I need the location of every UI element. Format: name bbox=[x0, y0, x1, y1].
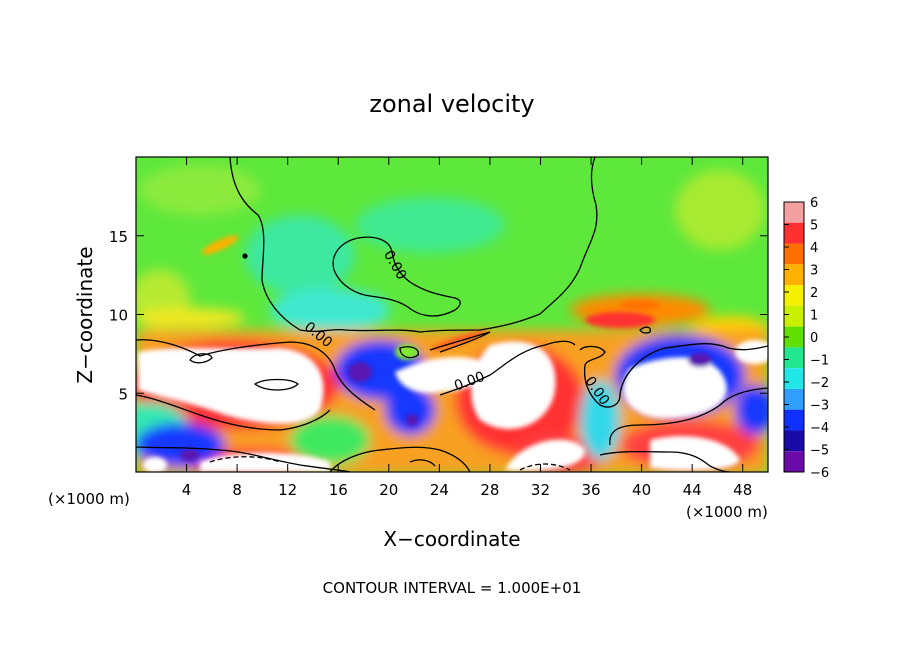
colorbar-swatch bbox=[784, 264, 804, 286]
colorbar-tick-label: 4 bbox=[810, 241, 818, 256]
colorbar-tick-label: −4 bbox=[810, 421, 829, 436]
colorbar-tick-label: 3 bbox=[810, 264, 818, 279]
x-tick-label: 24 bbox=[430, 481, 449, 499]
x-tick-label: 32 bbox=[531, 481, 550, 499]
colorbar-tick-label: −1 bbox=[810, 354, 829, 369]
heatmap-field bbox=[136, 157, 768, 472]
colorbar-swatch bbox=[784, 388, 804, 410]
x-tick-label: 12 bbox=[278, 481, 297, 499]
chart-title: zonal velocity bbox=[369, 90, 534, 118]
colorbar-swatch bbox=[784, 409, 804, 431]
x-unit-left: (×1000 m) bbox=[48, 490, 130, 508]
x-axis-title: X−coordinate bbox=[383, 527, 520, 551]
x-tick-label: 20 bbox=[379, 481, 398, 499]
colorbar-tick-label: 2 bbox=[810, 286, 818, 301]
colorbar-tick-label: −5 bbox=[810, 444, 829, 459]
colorbar-swatch bbox=[784, 285, 804, 306]
x-axis: 4 8 12 16 20 24 28 32 36 40 44 48 bbox=[182, 157, 752, 499]
colorbar-tick-label: −6 bbox=[810, 466, 829, 481]
colorbar-swatch bbox=[784, 368, 804, 389]
x-tick-label: 16 bbox=[329, 481, 348, 499]
colorbar-swatch bbox=[784, 326, 804, 348]
colorbar-tick-label: 6 bbox=[810, 196, 818, 211]
colorbar-swatch bbox=[784, 430, 804, 452]
x-tick-label: 28 bbox=[480, 481, 499, 499]
colorbar-swatch bbox=[784, 347, 804, 369]
x-tick-label: 48 bbox=[733, 481, 752, 499]
colorbar-tick-label: 0 bbox=[810, 331, 818, 346]
y-axis: 5 10 15 bbox=[109, 228, 768, 403]
colorbar-tick-label: 5 bbox=[810, 219, 818, 234]
colorbar-tick-label: −2 bbox=[810, 376, 829, 391]
x-unit-right: (×1000 m) bbox=[686, 503, 768, 521]
x-tick-label: 4 bbox=[182, 481, 192, 499]
y-axis-title: Z−coordinate bbox=[73, 246, 97, 383]
x-tick-label: 40 bbox=[632, 481, 651, 499]
colorbar-swatch bbox=[784, 243, 804, 265]
contour-interval-note: CONTOUR INTERVAL = 1.000E+01 bbox=[323, 579, 582, 597]
colorbar-swatch bbox=[784, 202, 804, 223]
colorbar: 6 5 4 3 2 1 0 −1 −2 −3 −4 −5 −6 bbox=[783, 196, 829, 481]
y-tick-label: 15 bbox=[109, 228, 128, 246]
colorbar-tick-label: 1 bbox=[810, 309, 818, 324]
x-tick-label: 8 bbox=[232, 481, 242, 499]
colorbar-swatch bbox=[784, 305, 804, 327]
colorbar-swatch bbox=[784, 451, 804, 472]
y-tick-label: 5 bbox=[118, 385, 128, 403]
colorbar-tick-label: −3 bbox=[810, 399, 829, 414]
x-tick-label: 44 bbox=[683, 481, 702, 499]
x-tick-label: 36 bbox=[581, 481, 600, 499]
y-tick-label: 10 bbox=[109, 307, 128, 325]
colorbar-swatch bbox=[784, 222, 804, 244]
